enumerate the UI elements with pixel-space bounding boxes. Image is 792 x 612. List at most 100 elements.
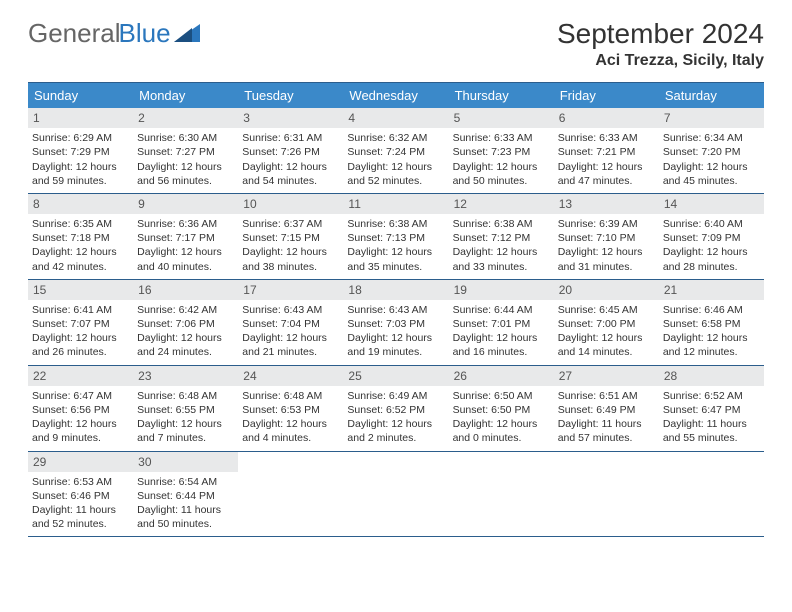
day-number: 18 (343, 280, 448, 300)
sunset-text: Sunset: 7:23 PM (453, 145, 550, 159)
calendar-day (238, 452, 343, 537)
page-header: GeneralBlue September 2024 Aci Trezza, S… (0, 0, 792, 74)
sunset-text: Sunset: 7:06 PM (137, 317, 234, 331)
sunset-text: Sunset: 7:20 PM (663, 145, 760, 159)
sunset-text: Sunset: 7:04 PM (242, 317, 339, 331)
day-number: 13 (554, 194, 659, 214)
sunset-text: Sunset: 7:01 PM (453, 317, 550, 331)
daylight-text: Daylight: 11 hours and 57 minutes. (558, 417, 655, 445)
logo-text-blue: Blue (119, 18, 171, 49)
day-number: 24 (238, 366, 343, 386)
sunset-text: Sunset: 7:15 PM (242, 231, 339, 245)
calendar-day: 12Sunrise: 6:38 AMSunset: 7:12 PMDayligh… (449, 194, 554, 279)
sunrise-text: Sunrise: 6:30 AM (137, 131, 234, 145)
sunrise-text: Sunrise: 6:51 AM (558, 389, 655, 403)
day-number: 1 (28, 108, 133, 128)
sunset-text: Sunset: 7:03 PM (347, 317, 444, 331)
calendar-day: 4Sunrise: 6:32 AMSunset: 7:24 PMDaylight… (343, 108, 448, 193)
weekday-header: Thursday (449, 83, 554, 108)
calendar-day: 3Sunrise: 6:31 AMSunset: 7:26 PMDaylight… (238, 108, 343, 193)
daylight-text: Daylight: 12 hours and 40 minutes. (137, 245, 234, 273)
sunset-text: Sunset: 6:46 PM (32, 489, 129, 503)
sunrise-text: Sunrise: 6:52 AM (663, 389, 760, 403)
sunrise-text: Sunrise: 6:31 AM (242, 131, 339, 145)
daylight-text: Daylight: 12 hours and 56 minutes. (137, 160, 234, 188)
weekday-header: Tuesday (238, 83, 343, 108)
daylight-text: Daylight: 11 hours and 52 minutes. (32, 503, 129, 531)
day-number: 8 (28, 194, 133, 214)
day-number: 2 (133, 108, 238, 128)
calendar-day (343, 452, 448, 537)
sunset-text: Sunset: 6:53 PM (242, 403, 339, 417)
day-number: 4 (343, 108, 448, 128)
sunrise-text: Sunrise: 6:54 AM (137, 475, 234, 489)
calendar-day (659, 452, 764, 537)
sunrise-text: Sunrise: 6:38 AM (347, 217, 444, 231)
sunrise-text: Sunrise: 6:42 AM (137, 303, 234, 317)
daylight-text: Daylight: 12 hours and 19 minutes. (347, 331, 444, 359)
sunset-text: Sunset: 7:18 PM (32, 231, 129, 245)
sunrise-text: Sunrise: 6:33 AM (558, 131, 655, 145)
sunrise-text: Sunrise: 6:35 AM (32, 217, 129, 231)
weekday-header: Wednesday (343, 83, 448, 108)
day-number: 7 (659, 108, 764, 128)
daylight-text: Daylight: 11 hours and 55 minutes. (663, 417, 760, 445)
day-number: 9 (133, 194, 238, 214)
sunrise-text: Sunrise: 6:44 AM (453, 303, 550, 317)
daylight-text: Daylight: 12 hours and 24 minutes. (137, 331, 234, 359)
day-number: 26 (449, 366, 554, 386)
weekday-header: Saturday (659, 83, 764, 108)
sunset-text: Sunset: 6:47 PM (663, 403, 760, 417)
sunrise-text: Sunrise: 6:48 AM (242, 389, 339, 403)
day-number: 5 (449, 108, 554, 128)
title-block: September 2024 Aci Trezza, Sicily, Italy (557, 18, 764, 70)
month-title: September 2024 (557, 18, 764, 50)
day-number: 10 (238, 194, 343, 214)
logo: GeneralBlue (28, 18, 200, 49)
sunrise-text: Sunrise: 6:43 AM (242, 303, 339, 317)
daylight-text: Daylight: 12 hours and 47 minutes. (558, 160, 655, 188)
calendar-day (554, 452, 659, 537)
calendar-day: 21Sunrise: 6:46 AMSunset: 6:58 PMDayligh… (659, 280, 764, 365)
daylight-text: Daylight: 12 hours and 35 minutes. (347, 245, 444, 273)
day-number: 14 (659, 194, 764, 214)
daylight-text: Daylight: 12 hours and 50 minutes. (453, 160, 550, 188)
calendar: SundayMondayTuesdayWednesdayThursdayFrid… (28, 82, 764, 537)
daylight-text: Daylight: 12 hours and 28 minutes. (663, 245, 760, 273)
sunset-text: Sunset: 7:10 PM (558, 231, 655, 245)
sunrise-text: Sunrise: 6:34 AM (663, 131, 760, 145)
sunrise-text: Sunrise: 6:40 AM (663, 217, 760, 231)
calendar-day: 16Sunrise: 6:42 AMSunset: 7:06 PMDayligh… (133, 280, 238, 365)
sunset-text: Sunset: 7:27 PM (137, 145, 234, 159)
calendar-day: 25Sunrise: 6:49 AMSunset: 6:52 PMDayligh… (343, 366, 448, 451)
day-number: 11 (343, 194, 448, 214)
day-number: 27 (554, 366, 659, 386)
calendar-day: 23Sunrise: 6:48 AMSunset: 6:55 PMDayligh… (133, 366, 238, 451)
sunrise-text: Sunrise: 6:36 AM (137, 217, 234, 231)
sunset-text: Sunset: 7:07 PM (32, 317, 129, 331)
daylight-text: Daylight: 12 hours and 9 minutes. (32, 417, 129, 445)
sunset-text: Sunset: 7:13 PM (347, 231, 444, 245)
location-label: Aci Trezza, Sicily, Italy (557, 52, 764, 70)
calendar-day: 2 Sunrise: 6:30 AMSunset: 7:27 PMDaylight… (133, 108, 238, 193)
daylight-text: Daylight: 12 hours and 2 minutes. (347, 417, 444, 445)
sunset-text: Sunset: 7:29 PM (32, 145, 129, 159)
daylight-text: Daylight: 12 hours and 54 minutes. (242, 160, 339, 188)
sunset-text: Sunset: 7:21 PM (558, 145, 655, 159)
sunset-text: Sunset: 7:24 PM (347, 145, 444, 159)
calendar-day: 17Sunrise: 6:43 AMSunset: 7:04 PMDayligh… (238, 280, 343, 365)
calendar-day: 8Sunrise: 6:35 AMSunset: 7:18 PMDaylight… (28, 194, 133, 279)
calendar-day: 29Sunrise: 6:53 AMSunset: 6:46 PMDayligh… (28, 452, 133, 537)
sunset-text: Sunset: 6:50 PM (453, 403, 550, 417)
sunset-text: Sunset: 6:55 PM (137, 403, 234, 417)
daylight-text: Daylight: 12 hours and 16 minutes. (453, 331, 550, 359)
calendar-day: 5Sunrise: 6:33 AMSunset: 7:23 PMDaylight… (449, 108, 554, 193)
daylight-text: Daylight: 12 hours and 4 minutes. (242, 417, 339, 445)
sunrise-text: Sunrise: 6:38 AM (453, 217, 550, 231)
daylight-text: Daylight: 12 hours and 14 minutes. (558, 331, 655, 359)
sunrise-text: Sunrise: 6:37 AM (242, 217, 339, 231)
calendar-day: 10Sunrise: 6:37 AMSunset: 7:15 PMDayligh… (238, 194, 343, 279)
sunset-text: Sunset: 7:09 PM (663, 231, 760, 245)
daylight-text: Daylight: 12 hours and 0 minutes. (453, 417, 550, 445)
calendar-day: 11 Sunrise: 6:38 AMSunset: 7:13 PMDayligh… (343, 194, 448, 279)
